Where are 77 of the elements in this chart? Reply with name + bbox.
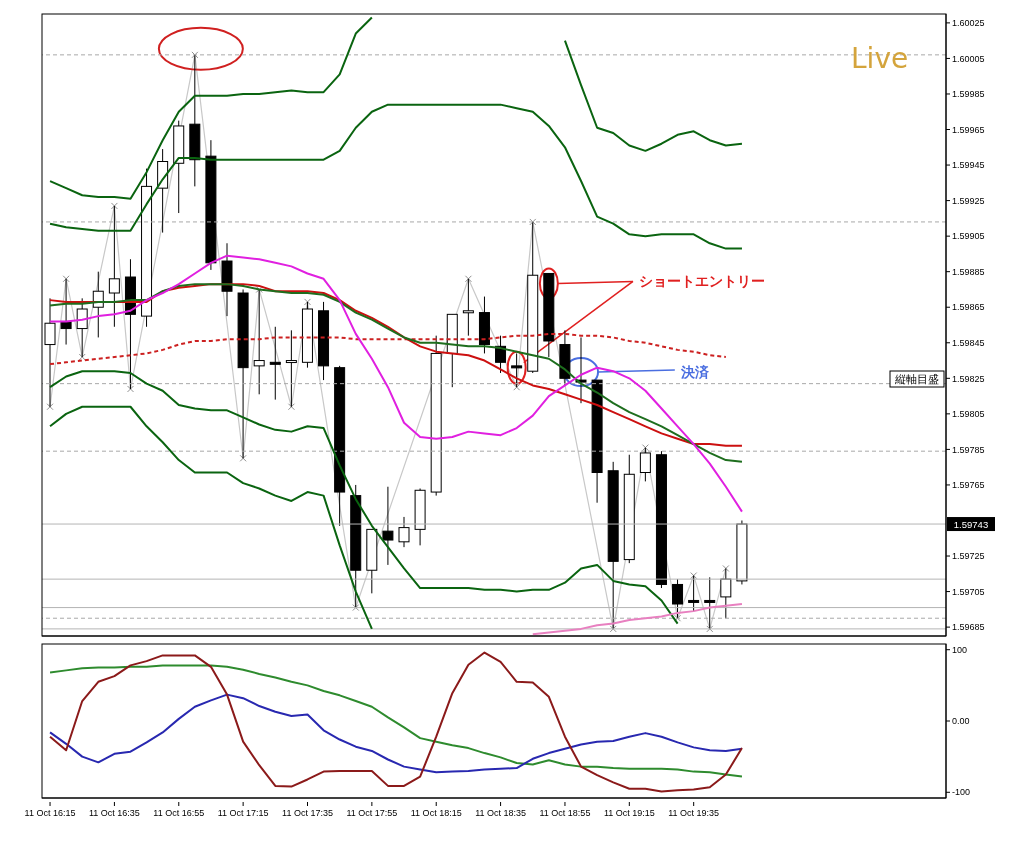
candlestick: [704, 576, 716, 630]
candlestick: [575, 336, 587, 404]
line-series: [49, 103, 743, 250]
y-tick-label: 1.59765: [952, 480, 985, 491]
candlestick: [60, 278, 72, 346]
x-tick-label: 11 Oct 19:15: [603, 808, 655, 818]
y-tick-label: 1.59905: [952, 231, 985, 242]
point: [78, 353, 86, 361]
candlestick: [639, 447, 651, 482]
line-series: [531, 603, 743, 636]
point: [641, 444, 649, 452]
y-tick-label: 0.00: [952, 716, 970, 727]
x-tick-label: 11 Oct 16:35: [88, 808, 140, 818]
candlestick: [44, 297, 56, 408]
y-tick-label: 1.59965: [952, 124, 985, 135]
y-tick-label: -100: [952, 787, 971, 798]
line-series: [49, 651, 743, 793]
candlestick: [720, 567, 732, 619]
point: [529, 218, 537, 226]
annotation: ショートエントリー: [638, 273, 765, 290]
point: [513, 383, 521, 391]
line-series: [49, 370, 679, 625]
point: [609, 625, 617, 633]
line-series: [49, 664, 743, 778]
y-tick-label: 1.59985: [952, 89, 985, 100]
candlestick: [269, 326, 281, 401]
y-tick-label: 1.59845: [952, 337, 985, 348]
point: [464, 275, 472, 283]
x-tick-label: 11 Oct 17:55: [346, 808, 398, 818]
point: [722, 564, 730, 572]
y-tick-label: 1.59785: [952, 444, 985, 455]
y-tick-label: 1.59685: [952, 622, 985, 633]
x-tick-label: 11 Oct 18:35: [475, 808, 527, 818]
point: [110, 202, 118, 210]
candlestick: [76, 297, 88, 358]
y-tick-label: 1.60025: [952, 18, 985, 29]
y-tick-label: 1.59865: [952, 302, 985, 313]
candlestick: [253, 288, 265, 395]
point: [46, 403, 54, 411]
line-series: [49, 693, 743, 774]
text: Live: [851, 42, 909, 75]
y-tick-label: 1.59945: [952, 160, 985, 171]
line-series: [49, 332, 727, 366]
candlestick: [382, 486, 394, 566]
x-tick-label: 11 Oct 19:35: [668, 808, 720, 818]
x-tick-label: 11 Oct 18:15: [410, 808, 462, 818]
x-tick-label: 11 Oct 17:15: [217, 808, 269, 818]
y-tick-label: 1.59705: [952, 586, 985, 597]
candlestick: [285, 329, 297, 408]
y-tick-label: 1.59885: [952, 266, 985, 277]
candlestick: [462, 278, 474, 337]
candlestick: [108, 205, 120, 328]
y-tick-label: 100: [952, 644, 968, 655]
point: [690, 572, 698, 580]
x-tick-label: 11 Oct 16:55: [153, 808, 205, 818]
y-tick-label: 1.59805: [952, 409, 985, 420]
point: [287, 403, 295, 411]
y-tick-label: 1.60005: [952, 53, 985, 64]
y-tick-label: 1.59925: [952, 195, 985, 206]
annotation: 決済: [679, 364, 710, 381]
x-tick-label: 11 Oct 18:55: [539, 808, 591, 818]
text: 縦軸目盛: [894, 373, 939, 386]
point: [304, 298, 311, 306]
candlestick: [511, 352, 523, 388]
x-tick-label: 11 Oct 16:15: [24, 808, 76, 818]
line-series: [49, 405, 373, 630]
ref-line-label: 1.59743: [953, 519, 989, 531]
point: [706, 625, 714, 633]
point: [239, 454, 247, 462]
point: [127, 385, 134, 393]
point: [352, 604, 360, 612]
candlestick: [688, 575, 700, 612]
y-tick-label: 1.59725: [952, 551, 985, 562]
candlestick: [672, 578, 684, 619]
x-tick-label: 11 Oct 17:35: [282, 808, 333, 818]
candlestick: [398, 516, 410, 548]
y-tick-label: 1.59825: [952, 373, 985, 384]
